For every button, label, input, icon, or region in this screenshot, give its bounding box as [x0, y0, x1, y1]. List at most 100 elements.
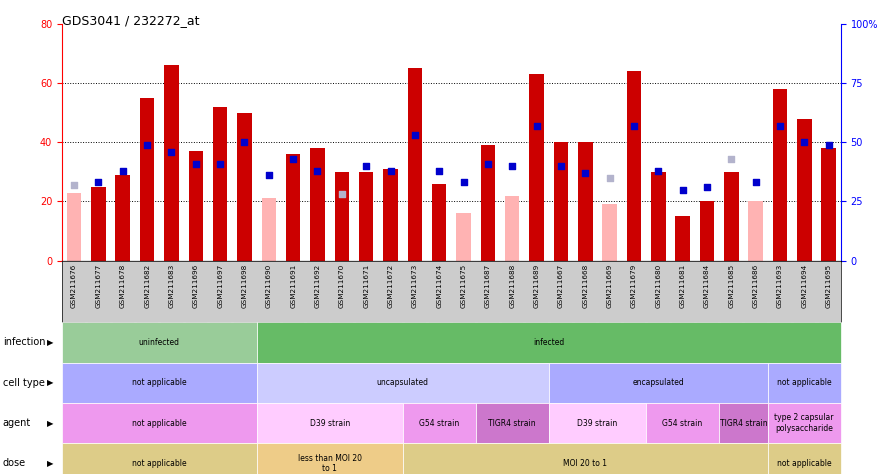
Text: ▶: ▶	[47, 419, 53, 428]
Bar	[578, 142, 593, 261]
Text: GSM211673: GSM211673	[412, 264, 418, 308]
Text: GSM211688: GSM211688	[509, 264, 515, 308]
Bar	[554, 142, 568, 261]
Bar	[627, 71, 641, 261]
Point	[165, 148, 179, 155]
Point	[335, 191, 349, 198]
Text: GSM211693: GSM211693	[777, 264, 783, 308]
Text: GSM211675: GSM211675	[460, 264, 466, 308]
Point	[67, 181, 81, 189]
Text: uninfected: uninfected	[139, 338, 180, 347]
Point	[481, 160, 495, 167]
Text: GSM211680: GSM211680	[655, 264, 661, 308]
Point	[140, 141, 154, 148]
Text: GSM211671: GSM211671	[363, 264, 369, 308]
Text: GSM211678: GSM211678	[119, 264, 126, 308]
Point	[797, 138, 812, 146]
Text: GSM211694: GSM211694	[801, 264, 807, 308]
Bar	[262, 199, 276, 261]
Point	[237, 138, 251, 146]
Point	[578, 169, 592, 177]
Text: GSM211689: GSM211689	[534, 264, 540, 308]
Text: GSM211681: GSM211681	[680, 264, 686, 308]
Point	[505, 162, 519, 170]
Text: GSM211691: GSM211691	[290, 264, 296, 308]
Text: ▶: ▶	[47, 338, 53, 347]
Text: MOI 20 to 1: MOI 20 to 1	[563, 459, 607, 468]
Text: GSM211668: GSM211668	[582, 264, 589, 308]
Point	[383, 167, 397, 174]
Bar	[407, 68, 422, 261]
Text: GSM211692: GSM211692	[314, 264, 320, 308]
Text: not applicable: not applicable	[777, 378, 832, 387]
Bar	[237, 113, 252, 261]
Text: GDS3041 / 232272_at: GDS3041 / 232272_at	[62, 14, 199, 27]
Text: GSM211685: GSM211685	[728, 264, 735, 308]
Text: GSM211698: GSM211698	[242, 264, 248, 308]
Bar	[650, 172, 666, 261]
Text: GSM211674: GSM211674	[436, 264, 442, 308]
Text: TIGR4 strain: TIGR4 strain	[489, 419, 536, 428]
Point	[603, 174, 617, 182]
Text: type 2 capsular
polysaccharide: type 2 capsular polysaccharide	[774, 413, 834, 433]
Bar	[796, 118, 812, 261]
Text: not applicable: not applicable	[132, 459, 187, 468]
Text: dose: dose	[3, 458, 26, 468]
Point	[359, 162, 373, 170]
Text: G54 strain: G54 strain	[663, 419, 703, 428]
Point	[529, 122, 543, 129]
Bar	[213, 107, 227, 261]
Bar	[748, 201, 763, 261]
Text: GSM211682: GSM211682	[144, 264, 150, 308]
Text: not applicable: not applicable	[777, 459, 832, 468]
Bar	[724, 172, 738, 261]
Bar	[335, 172, 349, 261]
Text: GSM211684: GSM211684	[704, 264, 710, 308]
Text: GSM211690: GSM211690	[266, 264, 272, 308]
Text: not applicable: not applicable	[132, 419, 187, 428]
Bar	[311, 148, 325, 261]
Text: TIGR4 strain: TIGR4 strain	[720, 419, 767, 428]
Bar	[602, 204, 617, 261]
Text: ▶: ▶	[47, 378, 53, 387]
Bar	[773, 89, 788, 261]
Text: G54 strain: G54 strain	[419, 419, 459, 428]
Bar	[189, 151, 203, 261]
Point	[675, 186, 689, 193]
Text: encapsulated: encapsulated	[633, 378, 684, 387]
Text: cell type: cell type	[3, 378, 44, 388]
Bar	[286, 154, 300, 261]
Bar	[457, 213, 471, 261]
Bar	[67, 192, 81, 261]
Text: uncapsulated: uncapsulated	[377, 378, 428, 387]
Point	[213, 160, 227, 167]
Text: ▶: ▶	[47, 459, 53, 468]
Point	[286, 155, 300, 163]
Bar	[821, 148, 836, 261]
Bar	[383, 169, 397, 261]
Point	[91, 179, 105, 186]
Text: not applicable: not applicable	[132, 378, 187, 387]
Text: agent: agent	[3, 418, 31, 428]
Bar	[529, 74, 544, 261]
Point	[749, 179, 763, 186]
Text: infection: infection	[3, 337, 45, 347]
Bar	[165, 65, 179, 261]
Point	[724, 155, 738, 163]
Point	[554, 162, 568, 170]
Text: GSM211670: GSM211670	[339, 264, 345, 308]
Text: infected: infected	[533, 338, 565, 347]
Text: GSM211697: GSM211697	[217, 264, 223, 308]
Point	[311, 167, 325, 174]
Bar	[481, 145, 496, 261]
Bar	[91, 187, 106, 261]
Text: GSM211679: GSM211679	[631, 264, 637, 308]
Text: GSM211667: GSM211667	[558, 264, 564, 308]
Text: GSM211695: GSM211695	[826, 264, 832, 308]
Text: D39 strain: D39 strain	[310, 419, 350, 428]
Bar	[675, 216, 690, 261]
Point	[116, 167, 130, 174]
Bar	[699, 201, 714, 261]
Bar	[359, 172, 373, 261]
Text: GSM211686: GSM211686	[752, 264, 758, 308]
